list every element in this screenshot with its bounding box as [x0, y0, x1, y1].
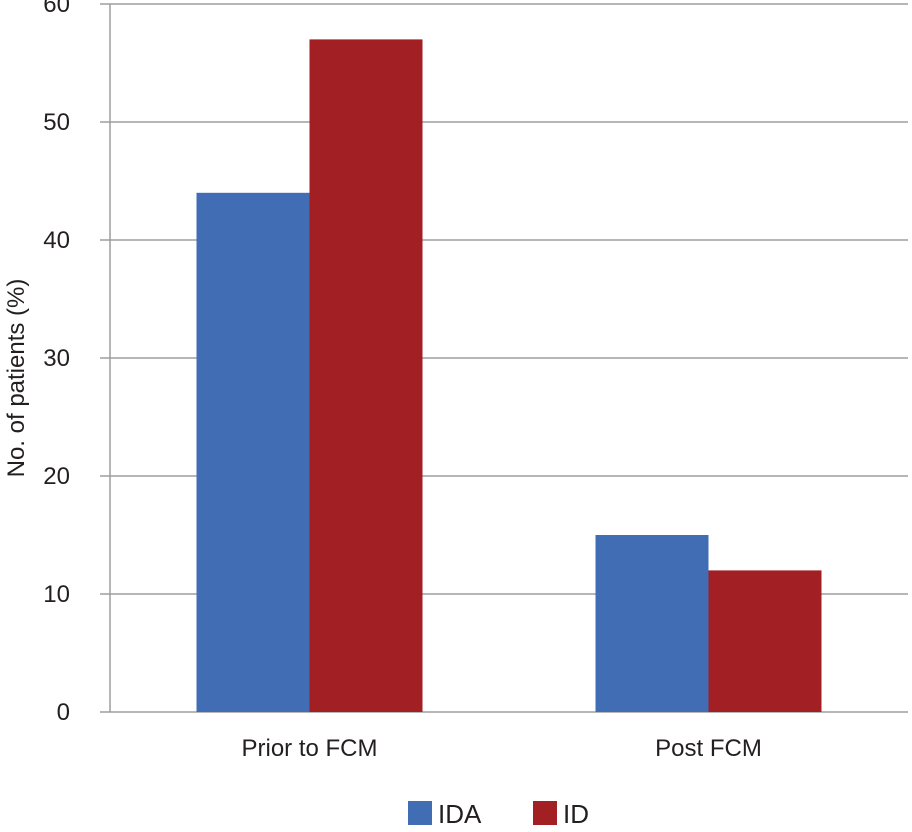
x-axis-categories: Prior to FCM Post FCM: [241, 735, 761, 762]
bar-id-0: [309, 39, 423, 712]
y-axis-ticks: 0 10 20 30 40 50 60: [43, 0, 110, 726]
bars: [196, 39, 822, 713]
legend-label-ida: IDA: [438, 799, 482, 829]
bar-id-1: [708, 570, 822, 712]
legend-swatch-id: [533, 801, 557, 825]
x-category-label: Prior to FCM: [241, 735, 377, 762]
y-axis-title: No. of patients (%): [3, 279, 30, 478]
legend: IDA ID: [408, 799, 589, 829]
y-tick-label: 40: [43, 227, 70, 254]
legend-label-id: ID: [563, 799, 589, 829]
bar-ida-1: [595, 535, 709, 712]
y-tick-label: 30: [43, 345, 70, 372]
y-tick-label: 10: [43, 581, 70, 608]
y-tick-label: 20: [43, 463, 70, 490]
y-tick-label: 0: [57, 699, 70, 726]
y-tick-label: 60: [43, 0, 70, 18]
bar-ida-0: [196, 192, 310, 713]
x-category-label: Post FCM: [655, 735, 762, 762]
legend-swatch-ida: [408, 801, 432, 825]
y-tick-label: 50: [43, 109, 70, 136]
